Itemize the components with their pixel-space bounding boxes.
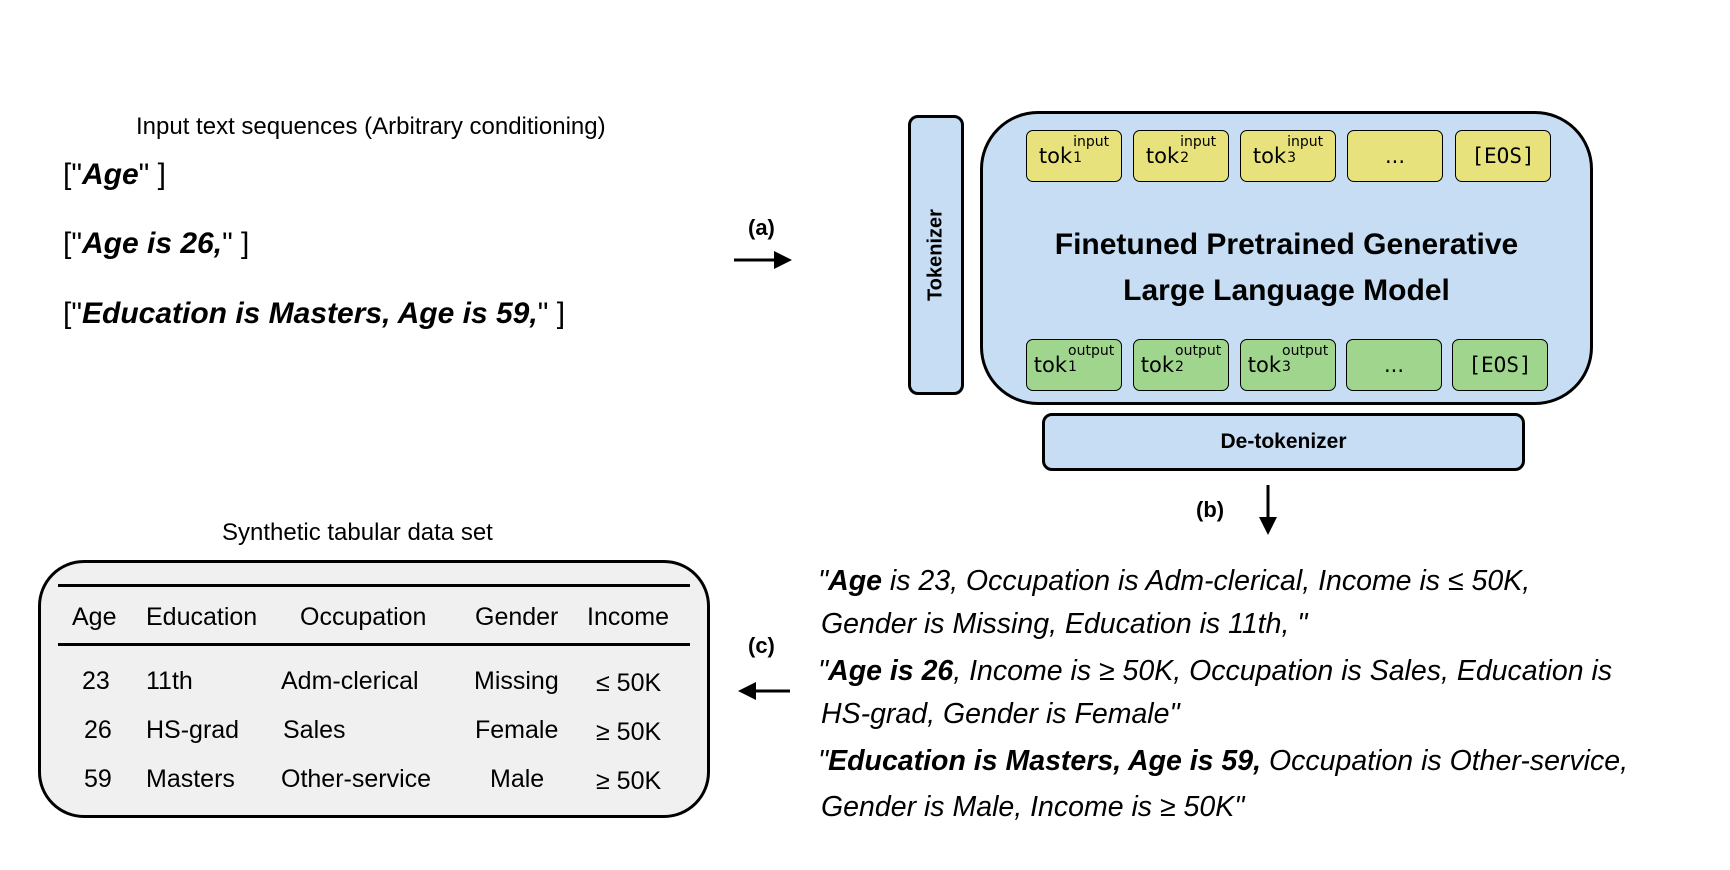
table-top-rule [58,584,690,587]
token-text: ... [1383,353,1405,377]
token-sup: input [1180,134,1217,150]
input-title: Input text sequences (Arbitrary conditio… [136,113,606,140]
token-sub: 1 [1068,359,1077,375]
token-text: ... [1384,144,1406,168]
input-token-2: tok input 2 [1133,130,1229,182]
output-token-1: tok output 1 [1026,339,1122,391]
token-base: tok [1252,144,1287,168]
output-rest: Occupation is Other-service, [1261,745,1629,777]
output-rest: is 23, Occupation is Adm-clerical, Incom… [881,565,1531,597]
input-sequence-3: ["Education is Masters, Age is 59," ] [63,297,565,331]
output-3-line2: Gender is Male, Income is ≥ 50K" [821,791,1245,823]
cell-occupation: Other-service [281,765,432,793]
seq-close: " ] [537,297,566,330]
cell-income: ≤ 50K [596,669,662,697]
token-text: [EOS] [1471,144,1535,168]
detokenizer-label: De-tokenizer [1220,430,1347,453]
token-base: tok [1247,353,1282,377]
cell-age: 23 [82,667,110,695]
input-token-3: tok input 3 [1240,130,1336,182]
detokenizer-box: De-tokenizer [1042,413,1525,471]
output-1-line2: Gender is Missing, Education is 11th, " [821,608,1308,640]
seq-text: Education is Masters, Age is 59, [81,297,538,330]
output-rest: , Income is ≥ 50K, Occupation is Sales, … [953,655,1613,687]
llm-title-line2: Large Language Model [1123,274,1450,307]
cell-education: 11th [146,667,193,695]
llm-title-line1: Finetuned Pretrained Generative [1054,228,1519,261]
col-header-income: Income [587,603,669,631]
cell-gender: Male [490,765,545,793]
tokenizer-label: Tokenizer [924,209,947,301]
token-sub: 3 [1287,150,1297,166]
col-header-occupation: Occupation [300,603,427,631]
cell-income: ≥ 50K [596,767,662,795]
col-header-gender: Gender [475,603,559,631]
arrow-c-label: (c) [748,633,775,658]
token-sup: input [1073,134,1110,150]
llm-title: Finetuned Pretrained Generative Large La… [980,222,1593,314]
token-base: tok [1033,353,1068,377]
token-sup: input [1287,134,1324,150]
seq-text: Age [81,158,139,191]
table-title: Synthetic tabular data set [222,519,493,546]
arrow-right-icon [734,251,792,269]
col-header-age: Age [72,603,117,631]
table-header-rule [58,643,690,646]
cell-gender: Missing [474,667,559,695]
cell-education: HS-grad [146,716,240,744]
token-base: tok [1145,144,1180,168]
arrow-b-label: (b) [1196,497,1225,522]
output-bold: Age is 26 [828,655,954,687]
cell-occupation: Adm-clerical [281,667,419,695]
table-box [38,560,710,818]
arrow-a-label: (a) [748,215,775,240]
token-base: tok [1140,353,1175,377]
col-header-education: Education [146,603,258,631]
output-2-line2: HS-grad, Gender is Female" [821,698,1180,730]
token-sub: 1 [1073,150,1083,166]
arrow-left-icon [738,682,790,700]
input-sequence-2: ["Age is 26," ] [63,227,249,261]
tokenizer-box: Tokenizer [908,115,964,395]
input-token-ellipsis: ... [1347,130,1443,182]
seq-close: " ] [138,158,166,191]
cell-occupation: Sales [283,716,346,744]
output-token-3: tok output 3 [1240,339,1336,391]
input-sequence-1: ["Age" ] [63,158,166,192]
token-sup: output [1282,343,1329,359]
seq-close: " ] [222,227,250,260]
token-sub: 2 [1175,359,1184,375]
token-sub: 3 [1282,359,1291,375]
token-sup: output [1175,343,1222,359]
arrow-down-icon [1259,485,1277,535]
output-token-2: tok output 2 [1133,339,1229,391]
output-3-line1: "Education is Masters, Age is 59, Occupa… [818,745,1629,777]
output-2-line1: "Age is 26, Income is ≥ 50K, Occupation … [818,655,1613,687]
seq-open: [" [63,158,82,191]
token-text: [EOS] [1468,353,1532,377]
token-sup: output [1068,343,1115,359]
output-token-ellipsis: ... [1346,339,1442,391]
seq-text: Age is 26, [81,227,223,260]
cell-age: 26 [84,716,112,744]
output-1-line1: "Age is 23, Occupation is Adm-clerical, … [818,565,1531,597]
cell-education: Masters [146,765,235,793]
seq-open: [" [63,297,82,330]
input-token-eos: [EOS] [1455,130,1551,182]
token-sub: 2 [1180,150,1190,166]
output-bold: Age [828,565,882,597]
output-bold: Education is Masters, Age is 59, [828,745,1262,777]
seq-open: [" [63,227,82,260]
cell-gender: Female [475,716,559,744]
input-token-1: tok input 1 [1026,130,1122,182]
output-token-eos: [EOS] [1452,339,1548,391]
token-base: tok [1038,144,1073,168]
cell-age: 59 [84,765,112,793]
cell-income: ≥ 50K [596,718,662,746]
